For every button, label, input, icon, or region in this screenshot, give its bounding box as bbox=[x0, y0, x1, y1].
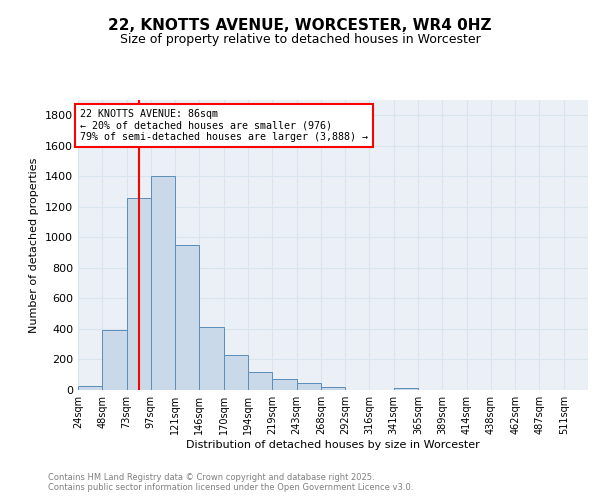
Bar bbox=[248, 372, 272, 390]
X-axis label: Distribution of detached houses by size in Worcester: Distribution of detached houses by size … bbox=[186, 440, 480, 450]
Bar bbox=[151, 176, 175, 390]
Text: Contains HM Land Registry data © Crown copyright and database right 2025.
Contai: Contains HM Land Registry data © Crown c… bbox=[48, 473, 413, 492]
Bar bbox=[394, 388, 418, 390]
Bar bbox=[102, 330, 127, 390]
Bar bbox=[78, 386, 102, 390]
Bar bbox=[321, 387, 345, 390]
Bar bbox=[127, 198, 151, 390]
Y-axis label: Number of detached properties: Number of detached properties bbox=[29, 158, 40, 332]
Bar bbox=[296, 383, 321, 390]
Bar bbox=[175, 245, 199, 390]
Text: 22, KNOTTS AVENUE, WORCESTER, WR4 0HZ: 22, KNOTTS AVENUE, WORCESTER, WR4 0HZ bbox=[108, 18, 492, 32]
Bar bbox=[224, 355, 248, 390]
Bar bbox=[272, 380, 296, 390]
Text: 22 KNOTTS AVENUE: 86sqm
← 20% of detached houses are smaller (976)
79% of semi-d: 22 KNOTTS AVENUE: 86sqm ← 20% of detache… bbox=[80, 109, 368, 142]
Bar bbox=[199, 326, 224, 390]
Text: Size of property relative to detached houses in Worcester: Size of property relative to detached ho… bbox=[119, 32, 481, 46]
